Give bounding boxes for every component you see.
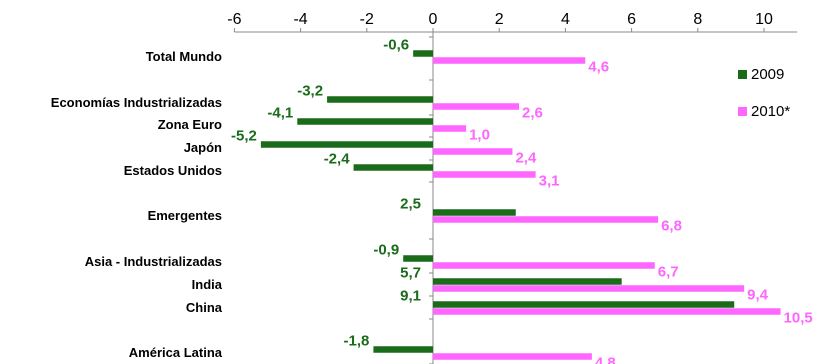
x-tick-label: 4 [561,11,570,28]
bar-2010 [433,148,513,155]
data-label: -4,1 [267,105,293,122]
data-label: 2,5 [400,196,421,213]
x-tick-label: -2 [360,11,374,28]
category-label: Emergentes [148,208,222,223]
legend: 2009 2010* [738,66,790,120]
data-label: -2,4 [324,151,351,168]
data-label: -1,8 [344,333,370,350]
bar-2009 [260,141,433,148]
bars [260,50,781,360]
data-label: 3,1 [539,173,560,190]
legend-swatch [738,107,747,116]
data-label: 10,5 [784,310,813,327]
data-label: 9,1 [400,288,421,305]
x-tick-label: 6 [627,11,636,28]
data-label: -5,2 [231,128,257,145]
bar-2009 [353,164,433,171]
category-label: Japón [184,140,222,155]
category-label: Asia - Industrializadas [85,254,222,269]
bar-2009 [433,209,516,216]
x-tick-label: -6 [227,11,241,28]
legend-label: 2010* [751,103,790,120]
data-label: 5,7 [400,265,421,282]
x-tick-label: -4 [293,11,307,28]
bar-2010 [433,171,536,178]
category-label: América Latina [129,345,223,360]
data-label: 4,6 [588,59,609,76]
bar-2010 [433,353,592,360]
data-label: -0,6 [383,37,409,54]
bar-2010 [433,308,781,315]
bar-2009 [403,255,433,262]
value-labels: -0,6 -3,2-4,1 -5,2 -2,4 2,5 -0,95,7 9,1 -1,8 4,6… [231,37,813,364]
bar-2009 [433,301,735,308]
legend-swatch [738,70,747,79]
bar-2010 [433,262,655,269]
bar-2009 [413,50,433,57]
x-tick-label: 0 [429,11,438,28]
bar-2009 [297,118,433,125]
category-labels: Total Mundo Economías Industrializadas Zon… [51,49,223,360]
category-label: Estados Unidos [124,163,222,178]
x-axis: -6 -4 -2 0 2 4 6 8 10 [227,11,798,364]
legend-label: 2009 [751,66,784,83]
bar-2010 [433,285,745,292]
data-label: -0,9 [373,242,399,259]
data-label: 6,7 [658,264,679,281]
bar-2009 [327,96,433,103]
data-label: 2,6 [522,105,543,122]
bar-2010 [433,216,659,223]
data-label: -3,2 [297,83,323,100]
bar-2009 [433,278,622,285]
bar-2010 [433,103,520,110]
category-label: Zona Euro [158,117,222,132]
bar-2010 [433,57,586,64]
x-tick-label: 2 [495,11,504,28]
data-label: 9,4 [747,287,769,304]
x-tick-label: 8 [693,11,702,28]
category-label: Economías Industrializadas [51,95,222,110]
bar-2009 [373,346,433,353]
category-label: Total Mundo [146,49,222,64]
data-label: 4,8 [595,355,616,364]
x-tick-label: 10 [755,11,773,28]
category-label: India [192,277,223,292]
data-label: 1,0 [469,127,490,144]
data-label: 6,8 [661,218,682,235]
category-label: China [186,300,223,315]
bar-2010 [433,125,467,132]
data-label: 2,4 [515,150,537,167]
